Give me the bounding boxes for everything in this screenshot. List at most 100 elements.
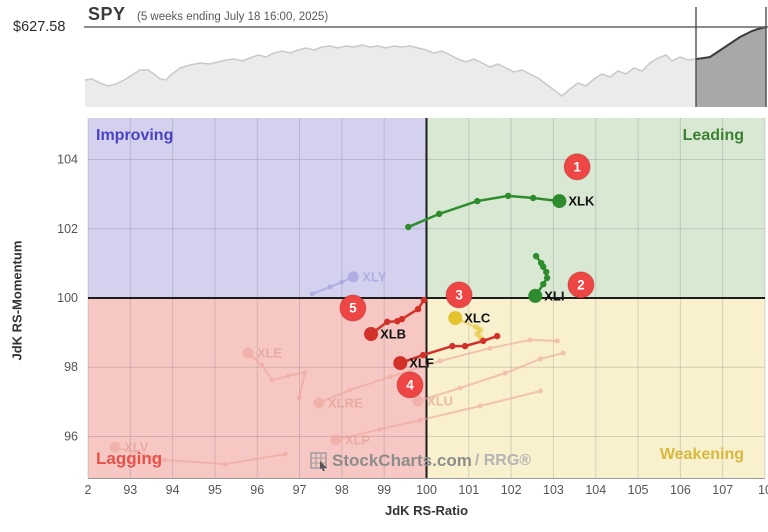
quadrant-bg-improving: [88, 118, 427, 298]
y-tick-104: 104: [57, 153, 78, 167]
series-XLB[interactable]: XLB: [364, 296, 428, 342]
XLP-tail-node: [377, 426, 383, 432]
stockcharts-logo-icon: [310, 451, 327, 471]
quadrant-bg-leading: [426, 118, 765, 298]
XLP-label: XLP: [345, 432, 371, 447]
XLP-dot: [330, 434, 342, 446]
spy-highlight-line: [695, 26, 767, 60]
XLU-dot: [412, 395, 424, 407]
XLE-tail-node: [269, 377, 275, 383]
XLK-tail-node: [504, 192, 512, 200]
XLP-tail-node: [537, 388, 543, 394]
XLRE-dot: [313, 397, 325, 409]
XLU-tail-node: [502, 370, 508, 376]
quadrant-label-improving: Improving: [96, 127, 174, 144]
quadrant-label-lagging: Lagging: [96, 449, 163, 468]
XLB-label[interactable]: XLB: [380, 327, 406, 342]
XLB-dot[interactable]: [364, 327, 379, 341]
badge-2: 2: [567, 271, 595, 299]
XLP-tail-node: [477, 403, 483, 409]
spy-price-label: $627.58: [13, 19, 66, 35]
XLU-tail-node: [537, 356, 543, 362]
badge-circle-1: [563, 153, 591, 181]
series-XLK[interactable]: XLK: [405, 192, 595, 231]
series-XLF[interactable]: XLF: [393, 332, 501, 371]
badge-number-2: 2: [577, 277, 585, 292]
y-axis-title: JdK RS-Momentum: [9, 240, 25, 361]
XLRE-tail-node: [437, 358, 443, 364]
x-tick-105: 105: [628, 483, 649, 497]
spy-symbol: SPY: [88, 4, 126, 24]
spy-area-line: [84, 26, 767, 97]
XLK-tail: [407, 194, 560, 229]
x-tick-92: 2: [85, 483, 92, 497]
XLF-label[interactable]: XLF: [409, 356, 434, 371]
XLI-dot[interactable]: [528, 288, 543, 303]
badge-circle-2: [567, 271, 595, 299]
XLY-tail-node: [309, 291, 315, 297]
x-tick-98: 98: [335, 483, 349, 497]
XLK-dot[interactable]: [552, 194, 567, 209]
XLI-tail-node: [532, 252, 540, 260]
XLF-tail-node: [449, 342, 456, 350]
XLI-tail-node: [543, 268, 550, 276]
XLU-tail-node: [457, 385, 463, 391]
XLE-dot: [242, 347, 254, 359]
badge-4: 4: [396, 371, 424, 399]
XLI-tail-node: [540, 263, 547, 271]
XLRE-tail-node: [554, 338, 560, 344]
series-XLE: XLE: [242, 346, 308, 401]
XLC-label[interactable]: XLC: [464, 311, 491, 326]
spy-date-range: (5 weeks ending July 18 16:00, 2025): [137, 11, 329, 23]
XLB-tail-node: [383, 318, 391, 326]
x-tick-94: 94: [166, 483, 180, 497]
x-tick-107: 107: [712, 483, 733, 497]
x-tick-96: 96: [250, 483, 264, 497]
series-XLC[interactable]: XLC: [448, 311, 491, 342]
XLY-tail-node: [327, 284, 333, 290]
badge-number-1: 1: [573, 159, 581, 174]
watermark-suffix: / RRG®: [474, 452, 532, 469]
y-tick-96: 96: [64, 429, 78, 443]
x-tick-99: 99: [377, 483, 391, 497]
series-XLRE: XLRE: [313, 337, 560, 410]
XLV-tail-node: [222, 461, 228, 467]
XLRE-tail-node: [387, 374, 393, 380]
series-XLV: XLV: [109, 440, 288, 467]
series-XLI[interactable]: XLI: [528, 252, 564, 304]
XLF-dot[interactable]: [393, 356, 408, 371]
watermark: StockCharts.com / RRG®: [310, 451, 531, 471]
XLY-label: XLY: [362, 269, 386, 284]
y-tick-100: 100: [57, 291, 78, 305]
x-tick-103: 103: [543, 483, 564, 497]
XLI-tail-node: [543, 274, 551, 282]
spy-highlight-fill: [696, 27, 766, 107]
XLK-tail-node: [529, 194, 537, 202]
XLV-dot: [109, 441, 121, 453]
XLE-label: XLE: [257, 346, 283, 361]
XLK-tail-node: [405, 223, 412, 231]
badge-circle-4: [396, 371, 424, 399]
badge-number-5: 5: [349, 301, 357, 316]
x-tick-100: 100: [416, 483, 437, 497]
series-XLY: XLY: [309, 269, 387, 297]
badge-number-4: 4: [406, 377, 414, 392]
XLY-tail: [311, 275, 354, 295]
XLY-tail-node: [339, 279, 345, 285]
XLY-dot: [347, 271, 359, 283]
x-tick-101: 101: [458, 483, 479, 497]
XLC-dot[interactable]: [448, 311, 463, 326]
XLF-tail-node: [479, 337, 487, 345]
XLK-label[interactable]: XLK: [568, 194, 595, 209]
XLE-tail: [247, 352, 307, 399]
badge-circle-5: [339, 294, 367, 322]
XLF-tail-node: [419, 351, 427, 359]
quadrant-bg-weakening: [426, 298, 765, 478]
XLI-label[interactable]: XLI: [544, 288, 564, 303]
XLI-tail-node: [540, 280, 547, 288]
XLK-tail-node: [474, 197, 481, 205]
spy-area-fill: [85, 27, 766, 107]
badge-3: 3: [445, 281, 473, 309]
